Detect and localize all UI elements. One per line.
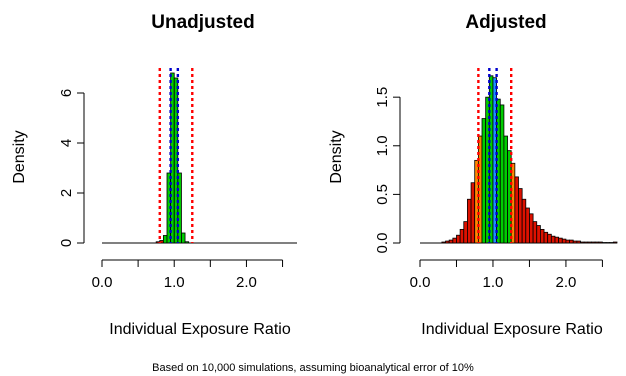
histogram-bar [536, 225, 541, 244]
histogram-bar [514, 176, 519, 244]
histogram-bars [102, 72, 297, 244]
histogram-bar [525, 207, 530, 244]
y-tick-label: 2 [58, 189, 75, 197]
x-axis: 0.0 1.0 2.0 [92, 259, 284, 291]
histogram-bar [503, 135, 508, 244]
y-tick-label: 1.0 [374, 135, 391, 156]
panel-unadjusted: Unadjusted Density Individual Exposure R… [11, 12, 297, 338]
reference-lines [477, 68, 513, 243]
histogram-bar [470, 182, 476, 244]
histogram-bar [181, 232, 186, 244]
histogram-bar [499, 104, 505, 244]
histogram-bar [481, 118, 487, 244]
histogram-bar [532, 221, 538, 244]
y-axis: 0.0 0.5 1.0 1.5 [374, 87, 401, 254]
histogram-bar [459, 228, 465, 244]
histogram-bars [420, 75, 618, 244]
x-tick-label: 0.0 [92, 274, 113, 291]
histogram-bar [591, 241, 596, 244]
histogram-bar [184, 241, 190, 244]
x-tick-label: 1.0 [164, 274, 185, 291]
y-tick-label: 0.0 [374, 233, 391, 254]
histogram-bar [529, 213, 534, 244]
histogram-bar [550, 235, 556, 244]
y-tick-label: 4 [58, 139, 75, 147]
histogram-bar [598, 241, 603, 244]
y-tick-label: 0.5 [374, 184, 391, 205]
y-axis: 0 2 4 6 [58, 89, 85, 247]
caption: Based on 10,000 simulations, assuming bi… [152, 362, 474, 374]
histogram-bar [612, 241, 618, 244]
histogram-bar [558, 237, 563, 244]
histogram-bar [463, 221, 468, 244]
y-axis-label: Density [328, 130, 345, 183]
histogram-bar [580, 241, 585, 244]
histogram-bar [565, 239, 570, 244]
x-tick-label: 0.0 [410, 274, 431, 291]
histogram-bar [448, 239, 454, 244]
histogram-bar [561, 238, 567, 244]
histogram-bar [572, 240, 578, 244]
x-axis: 0.0 1.0 2.0 [410, 259, 603, 291]
y-axis-label: Density [11, 130, 28, 183]
histogram-bar [452, 237, 457, 244]
histogram-bar [576, 240, 581, 244]
reference-lines [158, 68, 194, 243]
panel-adjusted: Adjusted Density Individual Exposure Rat… [328, 12, 618, 338]
histogram-bar [583, 241, 589, 244]
x-tick-label: 1.0 [483, 274, 504, 291]
chart-title: Unadjusted [151, 12, 254, 33]
histogram-bar [594, 241, 600, 244]
histogram-bar [543, 231, 549, 244]
histogram-bar [521, 198, 527, 244]
histogram-bar [569, 239, 574, 244]
histogram-bar [441, 241, 446, 244]
x-tick-label: 2.0 [555, 274, 576, 291]
x-axis-label: Individual Exposure Ratio [421, 321, 603, 338]
y-tick-label: 1.5 [374, 87, 391, 108]
histogram-bar [456, 234, 461, 244]
y-tick-label: 0 [58, 239, 75, 247]
histogram-bar [467, 198, 472, 244]
histogram-bar [445, 240, 450, 244]
x-axis-label: Individual Exposure Ratio [109, 321, 291, 338]
histogram-bar [162, 235, 168, 244]
histogram-bar [539, 228, 545, 244]
chart-title: Adjusted [465, 12, 546, 33]
histogram-bar [587, 241, 592, 244]
y-tick-label: 6 [58, 89, 75, 97]
histogram-bar [518, 188, 523, 244]
histogram-bar [609, 242, 614, 244]
histogram-bar [602, 242, 607, 244]
histogram-bar [554, 236, 560, 244]
histogram-bar [605, 242, 611, 244]
x-tick-label: 2.0 [236, 274, 257, 291]
histogram-bar [547, 233, 552, 244]
